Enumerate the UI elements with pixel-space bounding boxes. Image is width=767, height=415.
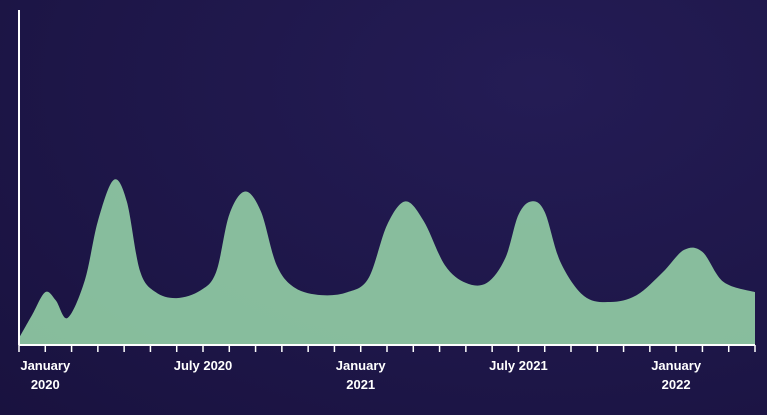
x-tick-label: January 2022 [651,358,702,392]
x-tick-label: July 2020 [173,358,233,373]
x-tick-label: January 2020 [20,358,71,392]
area [19,179,755,345]
x-tick-label: July 2021 [489,358,548,373]
x-tick-label: January 2021 [335,358,386,392]
